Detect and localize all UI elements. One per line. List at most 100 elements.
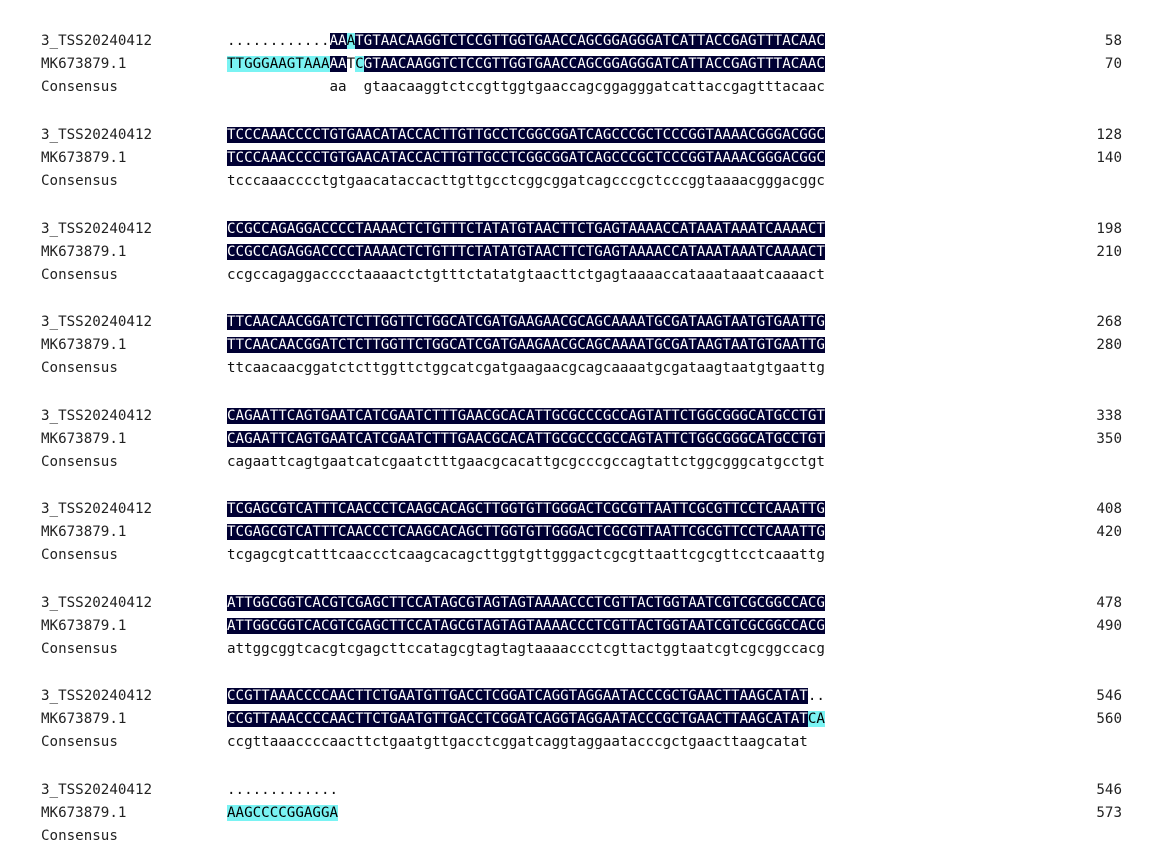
position-number: 338 [1096,408,1122,424]
identical-residues: TTCAACAACGGATCTCTTGGTTCTGGCATCGATGAAGAAC… [227,337,825,353]
subject-row: MK673879.1 CAGAATTCAGTGAATCATCGAATCTTTGAA… [0,428,1152,451]
sequence-name: 3_TSS20240412 [41,501,153,517]
alignment-block: 3_TSS20240412 CCGCCAGAGGACCCCTAAAACTCTGTT… [0,218,1152,287]
sequence-name: Consensus [41,267,118,283]
sequence-name: Consensus [41,79,118,95]
similar-residues: A [346,33,356,49]
position-number: 350 [1096,431,1122,447]
identical-residues: TGTAACAAGGTCTCCGTTGGTGAACCAGCGGAGGGATCAT… [355,33,825,49]
unshaded-residues: .. [807,688,825,704]
subject-row: MK673879.1 CCGTTAAACCCCAACTTCTGAATGTTGACC… [0,708,1152,731]
sequence-text: CCGCCAGAGGACCCCTAAAACTCTGTTTCTATATGTAACT… [227,218,825,241]
position-number: 280 [1096,337,1122,353]
sequence-name: MK673879.1 [41,711,127,727]
position-number: 408 [1096,501,1122,517]
position-number: 70 [1104,56,1122,72]
sequence-text: attggcggtcacgtcgagcttccatagcgtagtagtaaaa… [227,638,825,661]
similar-residues: CA [807,711,825,727]
sequence-name: 3_TSS20240412 [41,221,153,237]
sequence-text: TTCAACAACGGATCTCTTGGTTCTGGCATCGATGAAGAAC… [227,311,825,334]
sequence-text: CAGAATTCAGTGAATCATCGAATCTTTGAACGCACATTGC… [227,405,825,428]
unshaded-residues: attggcggtcacgtcgagcttccatagcgtagtagtaaaa… [227,641,825,657]
subject-row: MK673879.1 TCGAGCGTCATTTCAACCCTCAAGCACAGC… [0,521,1152,544]
position-number: 420 [1096,524,1122,540]
sequence-name: Consensus [41,641,118,657]
similar-residues: C [355,56,364,72]
position-number: 210 [1096,244,1122,260]
query-row: 3_TSS20240412............. 546 [0,779,1152,802]
unshaded-residues: tcccaaacccctgtgaacataccacttgttgcctcggcgg… [227,173,825,189]
consensus-row: Consensus cagaattcagtgaatcatcgaatctttgaac… [0,451,1152,474]
sequence-name: 3_TSS20240412 [41,408,153,424]
position-number: 478 [1096,595,1122,611]
alignment-block: 3_TSS20240412 TCCCAAACCCCTGTGAACATACCACTT… [0,124,1152,193]
alignment-block: 3_TSS20240412............. 546 MK673879.1 A… [0,779,1152,848]
sequence-text: ............. [227,779,338,802]
subject-row: MK673879.1 TTGGGAAGTAAAAATCGTAACAAGGTCTCC… [0,53,1152,76]
position-number: 546 [1096,688,1122,704]
identical-residues: GTAACAAGGTCTCCGTTGGTGAACCAGCGGAGGGATCATT… [363,56,825,72]
position-number: 560 [1096,711,1122,727]
identical-residues: CAGAATTCAGTGAATCATCGAATCTTTGAACGCACATTGC… [227,408,825,424]
identical-residues: TTCAACAACGGATCTCTTGGTTCTGGCATCGATGAAGAAC… [227,314,825,330]
sequence-name: 3_TSS20240412 [41,127,153,143]
sequence-name: 3_TSS20240412 [41,782,153,798]
sequence-name: 3_TSS20240412 [41,688,153,704]
position-number: 58 [1104,33,1122,49]
unshaded-residues: ccgttaaaccccaacttctgaatgttgacctcggatcagg… [227,734,808,750]
consensus-row: Consensus tcgagcgtcatttcaaccctcaagcacagct… [0,544,1152,567]
similar-residues: TTGGGAAGTAAA [227,56,330,72]
identical-residues: TCCCAAACCCCTGTGAACATACCACTTGTTGCCTCGGCGG… [227,150,825,166]
query-row: 3_TSS20240412 TTCAACAACGGATCTCTTGGTTCTGGC… [0,311,1152,334]
sequence-text: TCCCAAACCCCTGTGAACATACCACTTGTTGCCTCGGCGG… [227,124,825,147]
position-number: 546 [1096,782,1122,798]
query-row: 3_TSS20240412 CCGCCAGAGGACCCCTAAAACTCTGTT… [0,218,1152,241]
sequence-text: aa gtaacaaggtctccgttggtgaaccagcggagggatc… [227,76,825,99]
sequence-text: cagaattcagtgaatcatcgaatctttgaacgcacattgc… [227,451,825,474]
sequence-name: Consensus [41,173,118,189]
identical-residues: CCGCCAGAGGACCCCTAAAACTCTGTTTCTATATGTAACT… [227,244,825,260]
sequence-name: 3_TSS20240412 [41,33,153,49]
identical-residues: TCGAGCGTCATTTCAACCCTCAAGCACAGCTTGGTGTTGG… [227,524,825,540]
sequence-name: MK673879.1 [41,805,127,821]
sequence-name: MK673879.1 [41,337,127,353]
identical-residues: AA [329,56,347,72]
sequence-text: CCGCCAGAGGACCCCTAAAACTCTGTTTCTATATGTAACT… [227,241,825,264]
sequence-name: Consensus [41,828,118,844]
consensus-row: Consensus tcccaaacccctgtgaacataccacttgttg… [0,170,1152,193]
unshaded-residues: ccgccagaggacccctaaaactctgtttctatatgtaact… [227,267,825,283]
identical-residues: ATTGGCGGTCACGTCGAGCTTCCATAGCGTAGTAGTAAAA… [227,595,825,611]
sequence-name: Consensus [41,360,118,376]
sequence-name: Consensus [41,734,118,750]
sequence-name: MK673879.1 [41,524,127,540]
unshaded-residues: T [346,56,356,72]
identical-residues: CCGTTAAACCCCAACTTCTGAATGTTGACCTCGGATCAGG… [227,711,808,727]
query-row: 3_TSS20240412 ATTGGCGGTCACGTCGAGCTTCCATAG… [0,592,1152,615]
query-row: 3_TSS20240412 TCGAGCGTCATTTCAACCCTCAAGCAC… [0,498,1152,521]
sequence-text: AAGCCCCGGAGGA [227,802,339,825]
sequence-text: ATTGGCGGTCACGTCGAGCTTCCATAGCGTAGTAGTAAAA… [227,615,825,638]
identical-residues: CCGCCAGAGGACCCCTAAAACTCTGTTTCTATATGTAACT… [227,221,825,237]
consensus-row: Consensus aa gtaacaaggtctccgttggtgaaccag… [0,76,1152,99]
identical-residues: TCGAGCGTCATTTCAACCCTCAAGCACAGCTTGGTGTTGG… [227,501,825,517]
subject-row: MK673879.1 TTCAACAACGGATCTCTTGGTTCTGGCATC… [0,334,1152,357]
query-row: 3_TSS20240412 CCGTTAAACCCCAACTTCTGAATGTTG… [0,685,1152,708]
sequence-text: TCGAGCGTCATTTCAACCCTCAAGCACAGCTTGGTGTTGG… [227,498,825,521]
sequence-name: Consensus [41,547,118,563]
subject-row: MK673879.1 CCGCCAGAGGACCCCTAAAACTCTGTTTCT… [0,241,1152,264]
alignment-block: 3_TSS20240412 TTCAACAACGGATCTCTTGGTTCTGGC… [0,311,1152,380]
sequence-text: ............AAATGTAACAAGGTCTCCGTTGGTGAAC… [227,30,825,53]
sequence-text: tcccaaacccctgtgaacataccacttgttgcctcggcgg… [227,170,825,193]
sequence-text: TTGGGAAGTAAAAATCGTAACAAGGTCTCCGTTGGTGAAC… [227,53,825,76]
identical-residues: TCCCAAACCCCTGTGAACATACCACTTGTTGCCTCGGCGG… [227,127,825,143]
identical-residues: CCGTTAAACCCCAACTTCTGAATGTTGACCTCGGATCAGG… [227,688,808,704]
alignment-block: 3_TSS20240412 TCGAGCGTCATTTCAACCCTCAAGCAC… [0,498,1152,567]
query-row: 3_TSS20240412 ............AAATGTAACAAGGTC… [0,30,1152,53]
consensus-row: Consensus attggcggtcacgtcgagcttccatagcgta… [0,638,1152,661]
unshaded-residues: aa gtaacaaggtctccgttggtgaaccagcggagggatc… [227,79,825,95]
subject-row: MK673879.1 AAGCCCCGGAGGA 573 [0,802,1152,825]
sequence-name: Consensus [41,454,118,470]
sequence-text: ATTGGCGGTCACGTCGAGCTTCCATAGCGTAGTAGTAAAA… [227,592,825,615]
position-number: 268 [1096,314,1122,330]
